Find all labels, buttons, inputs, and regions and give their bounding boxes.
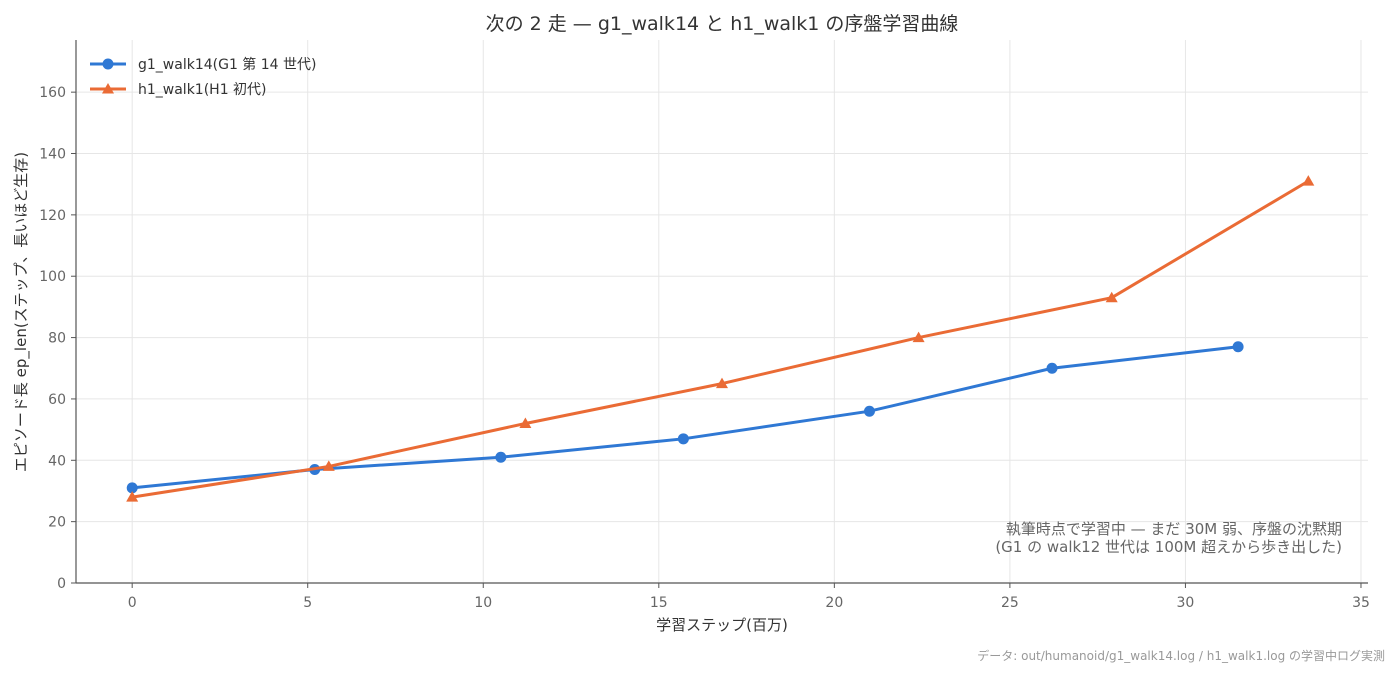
data-point [716, 377, 728, 389]
data-point [1302, 175, 1315, 186]
legend-marker [102, 58, 114, 70]
y-tick-label: 20 [48, 515, 66, 531]
legend-item-2: h1_walk1(H1 初代) [90, 81, 267, 98]
data-point [1046, 362, 1058, 374]
data-point [519, 417, 532, 428]
x-tick-label: 0 [128, 595, 137, 611]
data-point [1105, 291, 1118, 303]
legend: g1_walk14(G1 第 14 世代) h1_walk1(H1 初代) [90, 56, 316, 98]
data-point [322, 460, 335, 471]
chart-title: 次の 2 走 — g1_walk14 と h1_walk1 の序盤学習曲線 [486, 13, 959, 35]
grid [76, 40, 1368, 584]
x-tick-label: 5 [303, 595, 312, 611]
axes: 0 5 10 15 20 25 30 35 0 20 40 60 80 100 120 140 160 [39, 40, 1370, 611]
x-tick-label: 30 [1177, 595, 1195, 611]
data-point [863, 405, 875, 417]
legend-item-1: g1_walk14(G1 第 14 世代) [90, 56, 316, 73]
series-line [131, 179, 1310, 499]
x-tick-label: 35 [1352, 595, 1370, 611]
data-point [912, 331, 925, 343]
series-line [132, 345, 1239, 490]
y-tick-label: 80 [48, 331, 66, 347]
source-note: データ: out/humanoid/g1_walk14.log / h1_wal… [977, 648, 1385, 663]
x-tick-label: 15 [650, 595, 668, 611]
series-2 [126, 175, 1315, 502]
series-layer [126, 175, 1315, 502]
data-point [495, 451, 507, 463]
legend-label: h1_walk1(H1 初代) [138, 81, 267, 98]
y-axis-label: エピソード長 ep_len(ステップ、長いほど生存) [12, 152, 31, 472]
data-point [126, 482, 138, 494]
y-tick-label: 140 [39, 147, 66, 163]
x-tick-label: 25 [1001, 595, 1019, 611]
data-point [677, 433, 689, 445]
y-tick-label: 0 [57, 576, 66, 592]
x-tick-label: 20 [825, 595, 843, 611]
legend-marker [102, 83, 114, 94]
y-tick-label: 100 [39, 269, 66, 285]
x-axis-label: 学習ステップ(百万) [656, 616, 788, 634]
legend-label: g1_walk14(G1 第 14 世代) [138, 56, 316, 73]
y-tick-label: 160 [39, 85, 66, 101]
annotation-line-1: 執筆時点で学習中 — まだ 30M 弱、序盤の沈黙期 [1006, 520, 1342, 538]
x-tick-label: 10 [474, 595, 492, 611]
data-point [1232, 341, 1244, 353]
data-point [126, 491, 139, 502]
y-tick-label: 120 [39, 208, 66, 224]
y-tick-label: 60 [48, 392, 66, 408]
y-tick-label: 40 [48, 453, 66, 469]
annotation-line-2: (G1 の walk12 世代は 100M 超えから歩き出した) [995, 538, 1342, 556]
